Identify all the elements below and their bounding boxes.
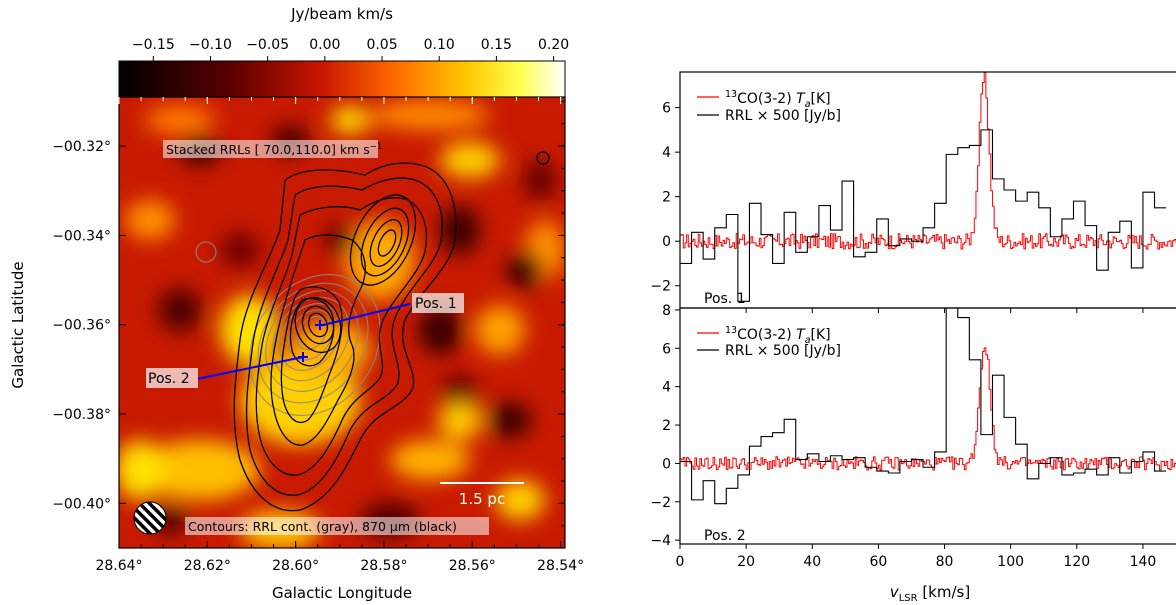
colorbar-ticks: −0.15 −0.10 −0.05 0.00 0.05 0.10 0.15 0.20: [132, 37, 569, 61]
map-y-tick-label: −00.38°: [52, 407, 111, 423]
y-tick-label: 2: [662, 418, 671, 434]
svg-text:13CO(3-2) Ta[K]: 13CO(3-2) Ta[K]: [725, 325, 831, 346]
map-x-tick-label: 28.60°: [272, 558, 319, 574]
bottom-annotation-text: Contours: RRL cont. (gray), 870 μm (blac…: [188, 519, 457, 534]
top-annotation-sup: −1: [370, 142, 383, 152]
map-y-tick-label: −00.40°: [52, 496, 111, 512]
legend-pos2: 13CO(3-2) Ta[K] RRL × 500 [Jy/b]: [697, 325, 841, 359]
map-x-tick-label: 28.58°: [360, 558, 407, 574]
beam-hatched-circle: [133, 501, 167, 535]
y-tick-label: 0: [662, 456, 671, 472]
svg-text:Stacked RRLs [ 70.0,110.0] km: Stacked RRLs [ 70.0,110.0] km s−1: [166, 142, 382, 157]
x-tick-label: 60: [869, 554, 887, 570]
black-contours: [233, 151, 550, 512]
colorbar-gradient: [118, 60, 566, 98]
map-bottom-annotation: Contours: RRL cont. (gray), 870 μm (blac…: [185, 517, 489, 535]
map-ylabel: Galactic Latitude: [9, 261, 27, 388]
rrl-spectrum-pos2: [680, 308, 1167, 505]
map-y-tick-label: −00.36°: [52, 318, 111, 334]
rrl-spectrum-pos1: [680, 129, 1167, 302]
map-frame: [118, 96, 566, 549]
svg-text:RRL × 500 [Jy/b]: RRL × 500 [Jy/b]: [725, 343, 841, 359]
y-tick-label: 4: [662, 380, 671, 396]
colorbar-tick-label: 0.05: [366, 37, 397, 53]
map-top-annotation: Stacked RRLs [ 70.0,110.0] km s−1: [163, 140, 382, 158]
map-y-tick-label: −00.34°: [52, 228, 111, 244]
x-tick-label: 100: [997, 554, 1024, 570]
y-tick-label: 0: [662, 234, 671, 250]
pos1-label: Pos. 1: [412, 293, 464, 313]
x-tick-label: 120: [1063, 554, 1090, 570]
colorbar-tick-label: 0.15: [481, 37, 512, 53]
y-tick-label: 4: [662, 145, 671, 161]
x-tick-label: 0: [676, 554, 685, 570]
colorbar-label: Jy/beam km/s: [290, 5, 393, 23]
colorbar: Jy/beam km/s −0.15 −0.10 −0.05 0.00 0.05 0.10…: [118, 5, 569, 98]
x-tick-label: 20: [737, 554, 755, 570]
spectra-xlabel: vLSR [km/s]: [890, 583, 970, 604]
legend-pos1: 13CO(3-2) Ta[K] RRL × 500 [Jy/b]: [697, 89, 841, 124]
map-x-tick-label: 28.62°: [184, 558, 231, 574]
map-panel: 1.5 pc Stacked RRLs [ 70.0,110.0] km s−1…: [9, 96, 584, 602]
x-tick-label: 80: [936, 554, 954, 570]
co-spectrum-pos1: [680, 72, 1176, 250]
y-tick-label: 6: [662, 341, 671, 357]
y-tick-label: −2: [650, 495, 671, 511]
colorbar-tick-label: −0.15: [132, 37, 175, 53]
colorbar-tick-label: 0.20: [538, 37, 569, 53]
colorbar-tick-label: −0.05: [246, 37, 289, 53]
colorbar-tick-label: 0.00: [309, 37, 340, 53]
colorbar-tick-label: 0.10: [424, 37, 455, 53]
y-tick-label: −2: [650, 279, 671, 295]
colorbar-tick-label: −0.10: [189, 37, 232, 53]
scale-bar-label: 1.5 pc: [459, 490, 505, 508]
map-ticks: 28.64° 28.62° 28.60° 28.58° 28.56° 28.54° −00.…: [52, 97, 584, 574]
x-tick-label: 40: [803, 554, 821, 570]
map-y-tick-label: −00.32°: [52, 139, 111, 155]
pos2-panel-label: Pos. 2: [704, 528, 746, 544]
y-tick-label: −4: [650, 533, 671, 549]
pos1-panel-label: Pos. 1: [704, 291, 746, 307]
map-x-tick-label: 28.56°: [449, 558, 496, 574]
panel-frame: [679, 307, 1176, 545]
map-xlabel: Galactic Longitude: [272, 584, 412, 602]
map-x-tick-label: 28.64°: [95, 558, 142, 574]
position-arrows: [196, 303, 411, 380]
x-tick-label: 140: [1130, 554, 1157, 570]
svg-text:Pos. 1: Pos. 1: [415, 296, 457, 312]
pos2-label: Pos. 2: [146, 368, 198, 388]
y-tick-label: 6: [662, 101, 671, 117]
svg-text:13CO(3-2) Ta[K]: 13CO(3-2) Ta[K]: [725, 89, 831, 110]
svg-text:Pos. 2: Pos. 2: [148, 371, 190, 387]
y-tick-label: 8: [662, 303, 671, 319]
co-spectrum-pos2: [680, 347, 1176, 471]
top-annotation-text: Stacked RRLs [ 70.0,110.0] km s: [166, 142, 370, 157]
map-x-tick-label: 28.54°: [537, 558, 584, 574]
heatmap-image: 1.5 pc: [119, 97, 565, 548]
y-tick-label: 2: [662, 190, 671, 206]
svg-text:RRL × 500 [Jy/b]: RRL × 500 [Jy/b]: [725, 108, 841, 124]
